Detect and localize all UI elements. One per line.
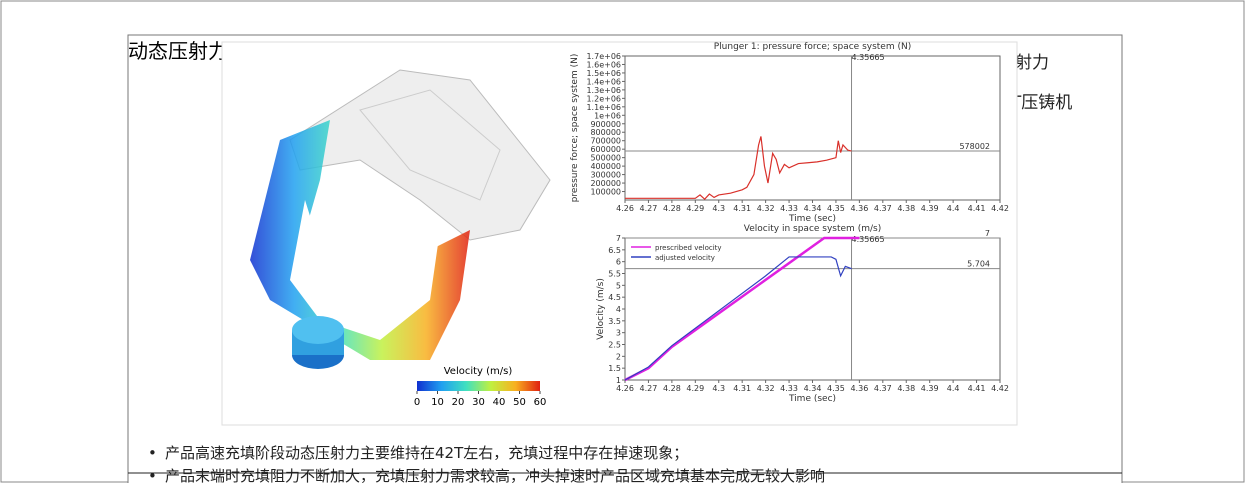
- y-tick-label: 1.6e+06: [586, 60, 621, 69]
- x-tick-label: 4.35: [827, 204, 845, 213]
- legend-label: prescribed velocity: [655, 244, 722, 252]
- y-tick-label: 500000: [590, 154, 621, 163]
- x-tick-label: 4.42: [991, 204, 1009, 213]
- reference-label: 5.704: [967, 260, 990, 269]
- y-tick-label: 1.4e+06: [586, 77, 621, 86]
- y-tick-label: 700000: [590, 137, 621, 146]
- x-tick-label: 4.29: [686, 204, 704, 213]
- y-tick-label: 1.5e+06: [586, 69, 621, 78]
- x-tick-label: 4.27: [640, 384, 658, 393]
- chart-title: Velocity in space system (m/s): [744, 224, 881, 234]
- x-tick-label: 4.3: [712, 384, 725, 393]
- y-tick-label: 800000: [590, 128, 621, 137]
- y-tick-label: 4: [616, 305, 621, 314]
- x-tick-label: 4.28: [663, 204, 681, 213]
- bullet-mark: •: [148, 467, 157, 483]
- reference-label: 578002: [959, 142, 990, 151]
- x-tick-label: 4.4: [947, 384, 960, 393]
- y-tick-label: 5: [616, 281, 621, 290]
- x-tick-label: 4.35: [827, 384, 845, 393]
- x-tick-label: 4.41: [968, 384, 986, 393]
- y-tick-label: 400000: [590, 162, 621, 171]
- side-text: 射力: [1015, 53, 1049, 73]
- x-tick-label: 4.36: [850, 384, 868, 393]
- legend-label: adjusted velocity: [655, 254, 715, 262]
- y-tick-label: 300000: [590, 171, 621, 180]
- x-tick-label: 4.41: [968, 204, 986, 213]
- x-axis-label: Time (sec): [788, 214, 836, 224]
- y-tick-label: 4.5: [608, 293, 621, 302]
- y-tick-label: 3: [616, 329, 621, 338]
- reference-label: 7: [985, 229, 990, 238]
- x-tick-label: 4.26: [616, 384, 634, 393]
- reference-label: 4.35665: [852, 53, 885, 62]
- y-tick-label: 2: [616, 352, 621, 361]
- x-tick-label: 4.26: [616, 204, 634, 213]
- y-tick-label: 3.5: [608, 317, 621, 326]
- x-tick-label: 4.42: [991, 384, 1009, 393]
- y-tick-label: 1.3e+06: [586, 86, 621, 95]
- y-tick-label: 6.5: [608, 246, 621, 255]
- y-tick-label: 1e+06: [594, 111, 621, 120]
- x-tick-label: 4.28: [663, 384, 681, 393]
- x-tick-label: 4.33: [780, 384, 798, 393]
- colorbar-tick-label: 60: [534, 397, 547, 408]
- x-tick-label: 4.37: [874, 384, 892, 393]
- x-tick-label: 4.36: [850, 204, 868, 213]
- chart-title: Plunger 1: pressure force; space system …: [714, 42, 911, 52]
- page: 动态压射力 射力 0T压铸机 Velocity (m/s) • 产品高速充填阶段…: [0, 0, 1245, 483]
- y-tick-label: 5.5: [608, 270, 621, 279]
- x-tick-label: 4.33: [780, 204, 798, 213]
- slide-title: 动态压射力: [128, 39, 228, 63]
- colorbar-tick-label: 0: [414, 397, 420, 408]
- x-tick-label: 4.32: [757, 204, 775, 213]
- y-tick-label: 2.5: [608, 341, 621, 350]
- colorbar-tick-label: 10: [431, 397, 444, 408]
- x-axis-label: Time (sec): [788, 394, 836, 404]
- x-tick-label: 4.3: [712, 204, 725, 213]
- x-tick-label: 4.39: [921, 204, 939, 213]
- colorbar: [417, 381, 540, 391]
- y-tick-label: 6: [616, 258, 621, 267]
- x-tick-label: 4.34: [804, 384, 822, 393]
- colorbar-tick-label: 30: [472, 397, 485, 408]
- bullet-mark: •: [148, 444, 157, 462]
- y-tick-label: 1.1e+06: [586, 103, 621, 112]
- y-tick-label: 1: [616, 376, 621, 385]
- x-tick-label: 4.27: [640, 204, 658, 213]
- y-tick-label: 100000: [590, 188, 621, 197]
- x-tick-label: 4.31: [733, 384, 751, 393]
- colorbar-tick-label: 50: [513, 397, 526, 408]
- x-tick-label: 4.37: [874, 204, 892, 213]
- y-tick-label: 1.5: [608, 364, 621, 373]
- bullet: 产品高速充填阶段动态压射力主要维持在42T左右，充填过程中存在掉速现象；: [165, 444, 688, 462]
- bullet: 产品末端时充填阻力不断加大，充填压射力需求较高，冲头掉速时产品区域充填基本完成无…: [165, 467, 825, 483]
- y-tick-label: 600000: [590, 145, 621, 154]
- x-tick-label: 4.34: [804, 204, 822, 213]
- colorbar-label: Velocity (m/s): [444, 366, 513, 377]
- x-tick-label: 4.38: [897, 204, 915, 213]
- y-tick-label: 200000: [590, 179, 621, 188]
- x-tick-label: 4.38: [897, 384, 915, 393]
- reference-label: 4.35665: [852, 235, 885, 244]
- y-tick-label: 1.2e+06: [586, 94, 621, 103]
- x-tick-label: 4.31: [733, 204, 751, 213]
- y-tick-label: 900000: [590, 120, 621, 129]
- y-tick-label: 1.7e+06: [586, 52, 621, 61]
- x-tick-label: 4.4: [947, 204, 960, 213]
- colorbar-tick-label: 20: [452, 397, 465, 408]
- colorbar-tick-label: 40: [493, 397, 506, 408]
- x-tick-label: 4.29: [686, 384, 704, 393]
- y-axis-label: Velocity (m/s): [596, 278, 606, 340]
- slide: 动态压射力 射力 0T压铸机 Velocity (m/s) • 产品高速充填阶段…: [0, 0, 1245, 483]
- y-axis-label: pressure force; space system (N): [570, 54, 580, 203]
- x-tick-label: 4.32: [757, 384, 775, 393]
- y-tick-label: 7: [616, 234, 621, 243]
- x-tick-label: 4.39: [921, 384, 939, 393]
